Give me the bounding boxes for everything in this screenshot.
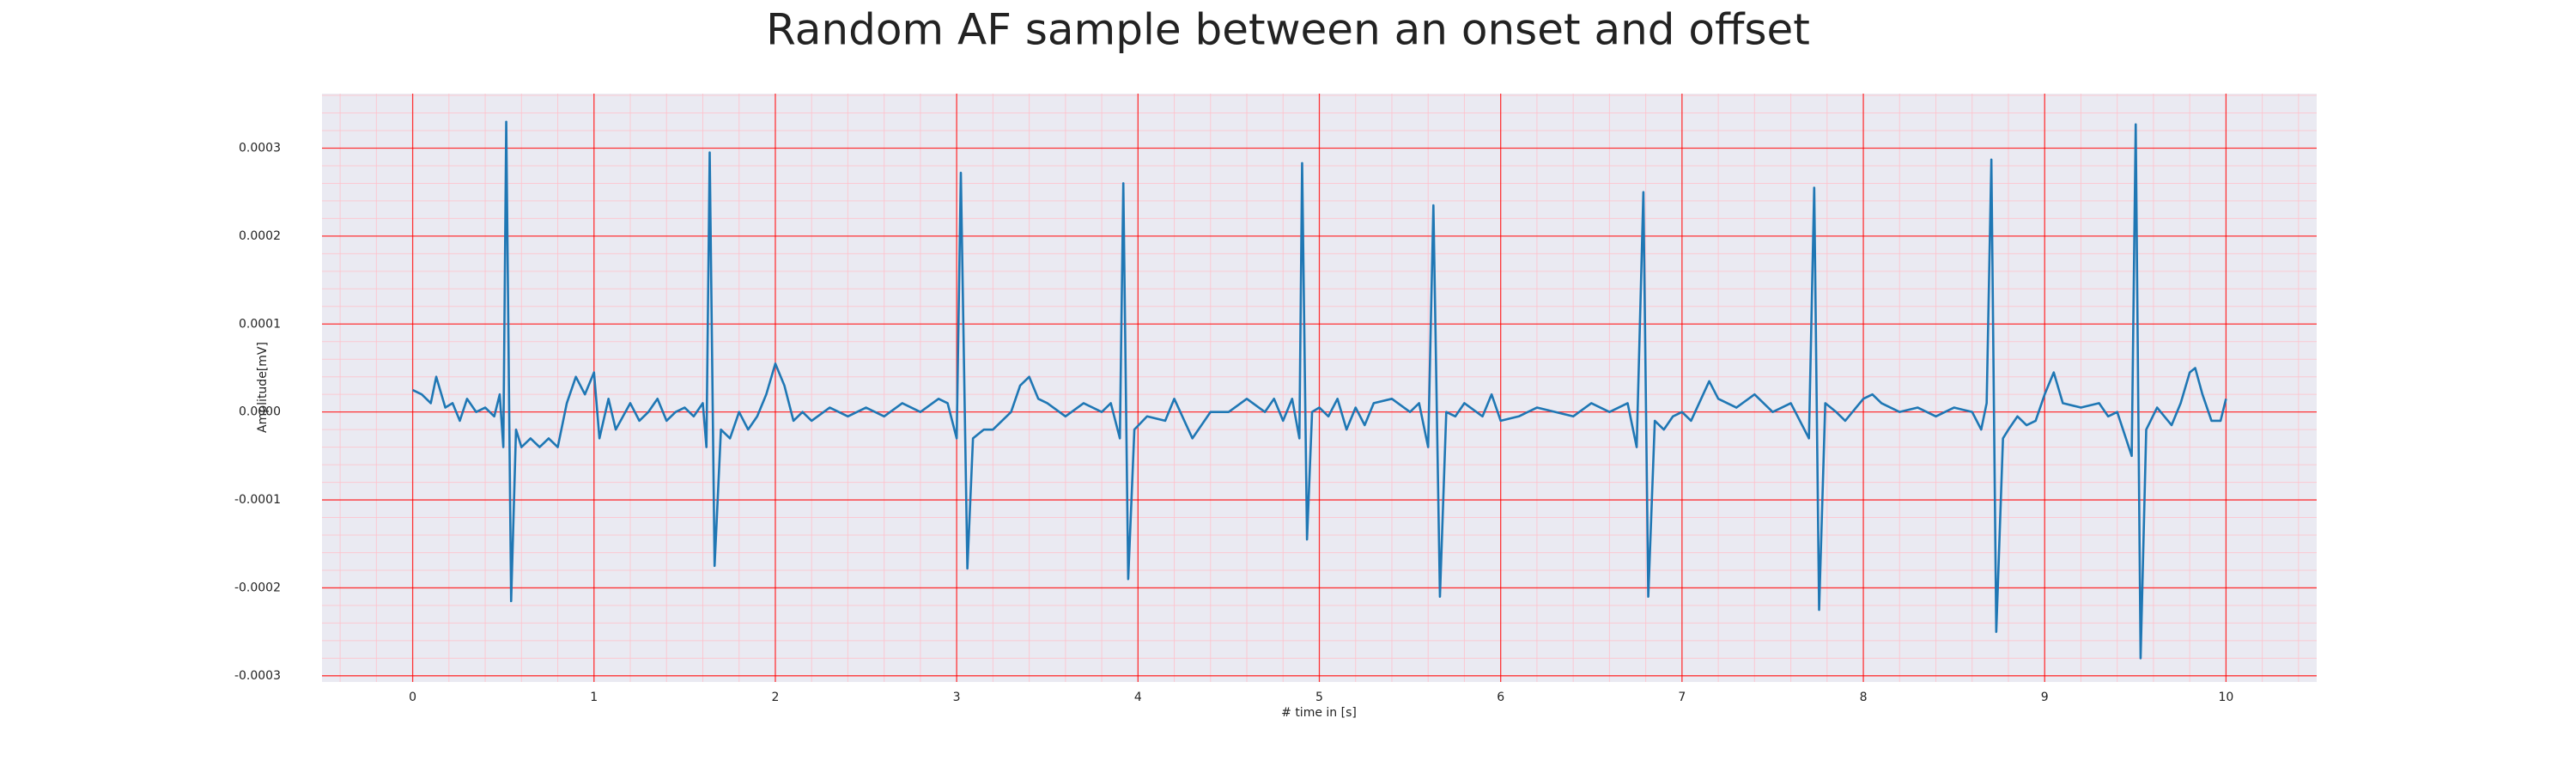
tick-labels: 0 1 2 3 4 5 6 7 8 9 10 -0.0003 -0.0002 -0.0001 0.0000 0… [234,141,2233,704]
x-tick-label: 6 [1497,691,1504,704]
x-tick-label: 7 [1678,691,1686,704]
x-tick-label: 3 [953,691,961,704]
y-tick-label: 0.0000 [239,405,281,419]
x-tick-label: 9 [2041,691,2049,704]
x-tick-label: 2 [771,691,779,704]
y-tick-label: -0.0003 [234,669,281,683]
y-tick-label: 0.0002 [239,229,281,243]
x-tick-label: 8 [1860,691,1868,704]
signal-line [412,120,2227,660]
y-tick-label: -0.0001 [234,493,281,507]
x-tick-label: 10 [2218,691,2233,704]
y-tick-label: -0.0002 [234,581,281,594]
x-axis-label: # time in [s] [1281,706,1357,720]
x-tick-label: 4 [1134,691,1142,704]
marks [412,120,2227,660]
grid [322,94,2317,682]
y-axis-label: Amplitude[mV] [256,342,270,433]
x-tick-label: 0 [409,691,416,704]
y-tick-label: 0.0003 [239,141,281,155]
x-tick-label: 1 [590,691,598,704]
x-tick-label: 5 [1315,691,1323,704]
y-tick-label: 0.0001 [239,317,281,331]
chart-title: Random AF sample between an onset and of… [766,5,1810,55]
